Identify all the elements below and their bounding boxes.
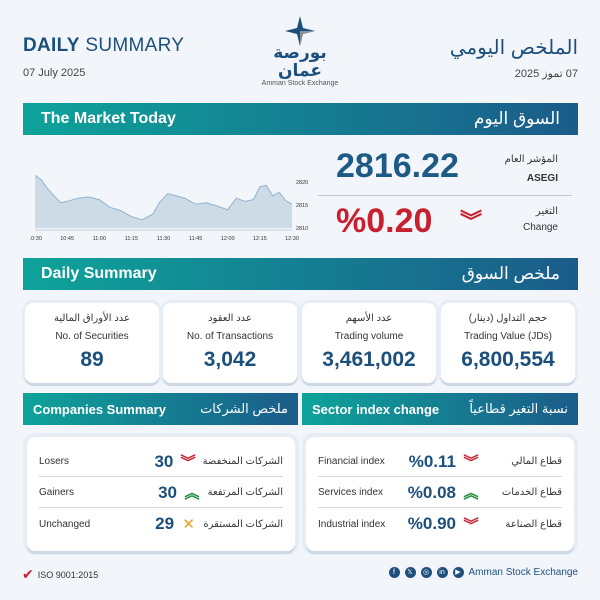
daily-summary-banner: Daily Summary ملخص السوق — [23, 258, 578, 290]
x-tick-label: 12:30 — [285, 236, 299, 242]
list-item: Industrial index %0.90 ︾ قطاع الصناعة — [318, 514, 562, 534]
check-icon: ✔ — [22, 566, 34, 582]
ase-logo: بورصة عمان Amman Stock Exchange — [255, 16, 345, 87]
change-label-en: Change — [522, 222, 558, 233]
list-item: Services index %0.08 ︽ قطاع الخدمات — [318, 478, 562, 508]
index-value: 2816.22 — [336, 147, 459, 185]
x-tick-label: 11:00 — [93, 236, 106, 242]
stat-card: عدد العقود No. of Transactions 3,042 — [163, 303, 297, 383]
change-value: %0.20 — [336, 202, 433, 240]
x-tick-label: 11:15 — [125, 236, 138, 242]
market-today-banner: The Market Today السوق اليوم — [23, 103, 578, 135]
title-en: DAILY SUMMARY — [23, 35, 185, 56]
companies-panel: Losers 30 ︾ الشركات المنخفضة Gainers 30 ︽ الشرك… — [27, 437, 295, 551]
x-tick-label: 12:00 — [221, 236, 235, 242]
chevron-double-down-icon: ︾ — [463, 454, 479, 471]
iso-badge: ✔ ISO 9001:2015 — [22, 566, 99, 582]
series-line — [34, 174, 293, 221]
sector-index-banner: Sector index change نسبة التغير قطاعياً — [302, 393, 578, 425]
list-item: Losers 30 ︾ الشركات المنخفضة — [39, 447, 283, 477]
list-item: Gainers 30 ︽ الشركات المرتفعة — [39, 478, 283, 508]
chevron-flat-icon: ✕ — [182, 516, 195, 533]
title-ar: الملخص اليومي — [449, 37, 578, 59]
y-tick-label: 2820 — [296, 180, 308, 186]
index-label-ar: المؤشر العام — [504, 154, 558, 165]
y-tick-label: 2810 — [296, 226, 308, 232]
date-ar: 07 تموز 2025 — [514, 68, 578, 80]
chevron-double-up-icon: ︽ — [184, 485, 200, 502]
chevron-double-down-icon: ︾ — [463, 516, 479, 534]
companies-summary-banner: Companies Summary ملخص الشركات — [23, 393, 298, 425]
chevron-double-up-icon: ︽ — [463, 485, 479, 502]
x-tick-label: 10:45 — [60, 236, 74, 242]
chevron-double-down-icon: ︾ — [180, 454, 196, 471]
index-label-en: ASEGI — [526, 173, 558, 184]
stat-card: عدد الأوراق المالية No. of Securities 89 — [25, 303, 159, 383]
stat-card: عدد الأسهم Trading volume 3,461,002 — [302, 303, 436, 383]
x-tick-label: 11:30 — [157, 236, 170, 242]
star-logo-icon — [285, 16, 315, 46]
x-tick-label: 11:45 — [189, 236, 202, 242]
area-fill — [35, 175, 292, 228]
list-item: Financial index %0.11 ︾ قطاع المالي — [318, 447, 562, 477]
x-icon[interactable]: 𝕏 — [404, 567, 416, 578]
list-item: Unchanged 29 ✕ الشركات المستقرة — [39, 514, 284, 533]
instagram-icon[interactable]: ◎ — [420, 567, 432, 578]
linkedin-icon[interactable]: in — [436, 567, 448, 578]
facebook-icon[interactable]: f — [388, 567, 400, 578]
change-label-ar: التغير — [535, 206, 558, 217]
index-chart: 10:30 10:45 11:00 11:15 11:30 11:45 12:00 12:15… — [30, 174, 308, 242]
chevron-double-down-icon: ︾ — [460, 209, 483, 234]
stat-card: حجم التداول (دينار) Trading Value (JDs) 6,… — [441, 303, 575, 383]
x-tick-label: 12:15 — [253, 236, 267, 242]
sectors-panel: Financial index %0.11 ︾ قطاع المالي Services… — [306, 437, 574, 551]
divider — [318, 195, 572, 196]
footer-social: f 𝕏 ◎ in ▶ Amman Stock Exchange — [388, 566, 578, 578]
x-tick-label: 10:30 — [30, 236, 42, 242]
y-tick-label: 2815 — [296, 203, 308, 209]
youtube-icon[interactable]: ▶ — [452, 567, 464, 578]
date-en: 07 July 2025 — [23, 67, 86, 79]
